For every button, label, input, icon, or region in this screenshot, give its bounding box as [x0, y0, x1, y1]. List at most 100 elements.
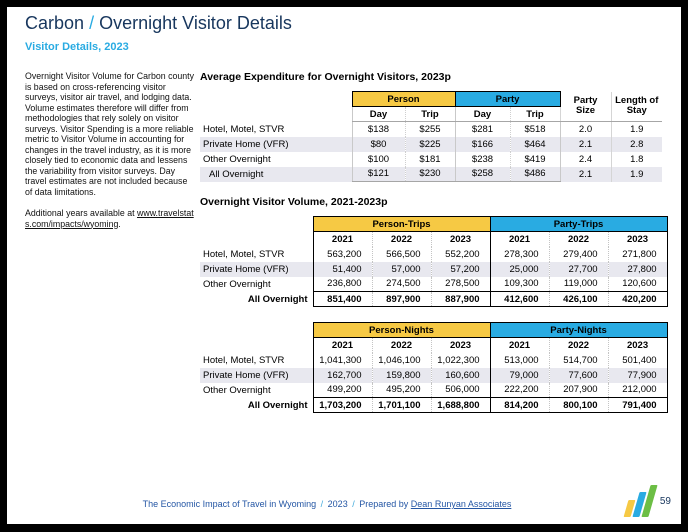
table-cell: $258 — [454, 166, 510, 182]
table-cell: 278,500 — [430, 276, 491, 292]
table-cell: 2.1 — [559, 166, 612, 182]
table-cell: 566,500 — [371, 246, 431, 262]
table-cell: 2.8 — [610, 136, 663, 152]
table-cell: 495,200 — [371, 382, 431, 398]
table-cell: 1,041,300 — [312, 352, 372, 368]
table-row: Other Overnight $100 $181 $238 $419 2.4 … — [200, 151, 663, 167]
main-content: Average Expenditure for Overnight Visito… — [200, 71, 672, 428]
table-cell: 1.9 — [610, 166, 663, 182]
table-cell: 77,600 — [548, 367, 609, 383]
row-label: Other Overnight — [203, 278, 271, 290]
table-cell: $419 — [509, 151, 561, 167]
table-cell: 279,400 — [548, 246, 609, 262]
table-row: Private Home (VFR) $80 $225 $166 $464 2.… — [200, 136, 663, 152]
table-cell: 800,100 — [548, 397, 609, 413]
table-cell: 159,800 — [371, 367, 431, 383]
year-header: 2021 — [312, 231, 372, 247]
table-cell: 1,022,300 — [430, 352, 491, 368]
table-row: Hotel, Motel, STVR 563,200 566,500 552,2… — [200, 246, 668, 262]
table-cell: 1,701,100 — [371, 397, 431, 413]
nights-year-header-row: 2021 2022 2023 2021 2022 2023 — [200, 337, 668, 353]
table-cell: 851,400 — [312, 291, 372, 307]
footer-separator: / — [320, 499, 324, 509]
table-row-total: All Overnight 851,400 897,900 887,900 41… — [200, 291, 668, 307]
table-cell: $100 — [351, 151, 405, 167]
table-cell: $486 — [509, 166, 561, 182]
table-cell: 1,688,800 — [430, 397, 491, 413]
table-cell: 274,500 — [371, 276, 431, 292]
footer-year: 2023 — [327, 499, 348, 509]
row-label: Private Home (VFR) — [200, 261, 313, 277]
expenditure-group-header-row: Person Party Party Size Length of Stay — [200, 91, 663, 122]
group-header-party-trips: Party-Trips — [489, 216, 668, 232]
brand-area: 59 — [623, 485, 671, 517]
table-cell: 160,600 — [430, 367, 491, 383]
table-cell: 1,703,200 — [312, 397, 372, 413]
table-row: Private Home (VFR) 51,400 57,000 57,200 … — [200, 261, 668, 277]
group-header-person-nights: Person-Nights — [312, 322, 491, 338]
table-cell: 2.0 — [559, 121, 612, 137]
corner-cell — [200, 338, 313, 353]
table-cell: 27,700 — [548, 261, 609, 277]
year-header: 2022 — [371, 231, 431, 247]
table-cell: 1,046,100 — [371, 352, 431, 368]
table-cell: 499,200 — [312, 382, 372, 398]
year-header: 2023 — [607, 337, 668, 353]
table-cell: $230 — [404, 166, 455, 182]
table-cell: 278,300 — [489, 246, 550, 262]
table-cell: $121 — [351, 166, 405, 182]
table-cell: 1.8 — [610, 151, 663, 167]
corner-cell — [200, 92, 352, 107]
nights-group-header-row: Person-Nights Party-Nights — [200, 322, 668, 338]
title-topic: Overnight Visitor Details — [99, 13, 292, 33]
row-label: Other Overnight — [203, 384, 271, 396]
subheader-party-trip: Trip — [509, 106, 561, 122]
table-cell: 57,000 — [371, 261, 431, 277]
expenditure-subheader-row: Day Trip Day Trip — [200, 106, 662, 122]
subheader-person-day: Day — [351, 106, 405, 122]
row-label: Other Overnight — [203, 153, 271, 165]
additional-years-prefix: Additional years available at — [25, 208, 137, 218]
table-cell: $225 — [404, 136, 455, 152]
subheader-person-trip: Trip — [404, 106, 455, 122]
table-cell: $181 — [404, 151, 455, 167]
table-row-total: All Overnight $121 $230 $258 $486 2.1 1.… — [200, 166, 663, 182]
corner-cell — [200, 323, 313, 338]
footer-credit: The Economic Impact of Travel in Wyoming… — [7, 499, 647, 509]
row-label: All Overnight — [200, 166, 352, 182]
table-cell: 412,600 — [489, 291, 550, 307]
table-row-total: All Overnight 1,703,200 1,701,100 1,688,… — [200, 397, 668, 413]
table-cell: 162,700 — [312, 367, 372, 383]
person-party-nights-table: Person-Nights Party-Nights 2021 2022 202… — [200, 322, 668, 413]
table-cell: 501,400 — [607, 352, 668, 368]
table-row: Hotel, Motel, STVR 1,041,300 1,046,100 1… — [200, 352, 668, 368]
footer-report-title: The Economic Impact of Travel in Wyoming — [142, 499, 317, 509]
table-cell: 1.9 — [610, 121, 663, 137]
travelstats-link[interactable]: www.travelstats.com/impacts/wyoming — [25, 208, 194, 229]
table-cell: $138 — [351, 121, 405, 137]
title-separator: / — [89, 13, 95, 33]
table-cell: 77,900 — [607, 367, 668, 383]
footer-separator: / — [352, 499, 355, 509]
trips-group-header-row: Person-Trips Party-Trips — [200, 216, 668, 232]
expenditure-table: Person Party Party Size Length of Stay D… — [200, 91, 663, 182]
year-header: 2021 — [489, 337, 550, 353]
table-cell: 426,100 — [548, 291, 609, 307]
table-cell: 2.4 — [559, 151, 612, 167]
table-cell: 552,200 — [430, 246, 491, 262]
table-cell: 207,900 — [548, 382, 609, 398]
year-header: 2023 — [430, 231, 491, 247]
table-cell: $166 — [454, 136, 510, 152]
table-cell: 2.1 — [559, 136, 612, 152]
table-cell: 420,200 — [607, 291, 668, 307]
table-row: Private Home (VFR) 162,700 159,800 160,6… — [200, 367, 668, 383]
table-cell: $238 — [454, 151, 510, 167]
table-cell: 119,000 — [548, 276, 609, 292]
table-cell: 109,300 — [489, 276, 550, 292]
corner-cell — [200, 107, 352, 122]
dean-runyan-link[interactable]: Dean Runyan Associates — [410, 499, 512, 509]
expenditure-heading: Average Expenditure for Overnight Visito… — [200, 71, 451, 83]
table-cell: 236,800 — [312, 276, 372, 292]
table-row: Other Overnight 236,800 274,500 278,500 … — [200, 276, 668, 292]
